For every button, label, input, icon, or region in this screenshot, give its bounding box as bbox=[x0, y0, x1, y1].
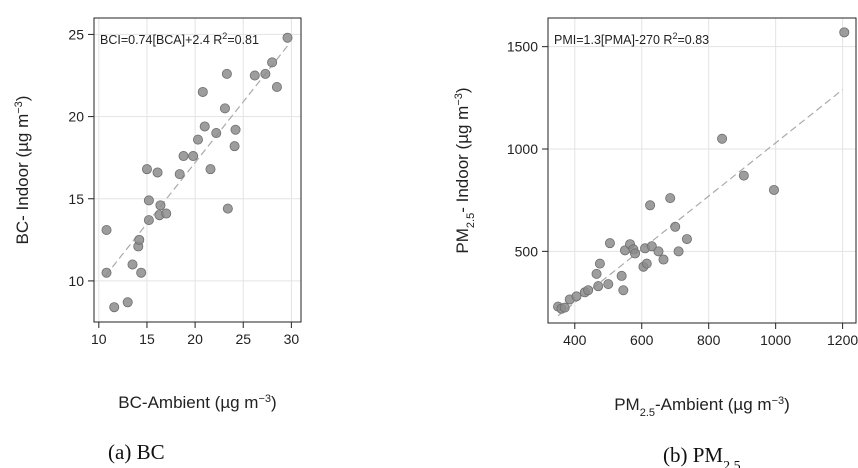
data-point bbox=[839, 27, 850, 38]
x-axis-label: PM2.5-Ambient (µg m−3) bbox=[614, 395, 790, 419]
data-point bbox=[593, 281, 604, 292]
data-point bbox=[229, 141, 240, 152]
x-tick-label: 800 bbox=[697, 332, 721, 348]
x-tick-label: 1000 bbox=[760, 332, 791, 348]
data-point bbox=[109, 302, 120, 313]
data-points bbox=[101, 32, 293, 313]
data-point bbox=[127, 259, 138, 270]
data-point bbox=[653, 246, 664, 257]
data-point bbox=[658, 254, 669, 265]
y-axis-label: BC- Indoor (µg m−3) bbox=[13, 96, 32, 245]
data-point bbox=[152, 167, 163, 178]
data-point bbox=[222, 203, 233, 214]
grid-lines bbox=[94, 18, 301, 322]
data-point bbox=[717, 133, 728, 144]
panel-b-pm25: 400 600 800 1000 1200 500 1000 1500 PMI=1.3[PMA]… bbox=[453, 17, 858, 468]
y-tick-label: 20 bbox=[68, 109, 84, 125]
data-point bbox=[681, 234, 692, 245]
data-point bbox=[143, 215, 154, 226]
x-tick-label: 30 bbox=[284, 331, 300, 347]
x-tick-label: 600 bbox=[630, 332, 654, 348]
y-tick-label: 1000 bbox=[507, 141, 538, 157]
data-point bbox=[155, 200, 166, 211]
data-point bbox=[665, 193, 676, 204]
data-point bbox=[591, 268, 602, 279]
panel-a-bc: 10 15 20 25 30 10 15 20 25 BCI=0.74[BCA]+2.4 R2=0… bbox=[13, 17, 302, 464]
data-point bbox=[594, 258, 605, 269]
data-point bbox=[260, 68, 271, 79]
data-point bbox=[249, 70, 260, 81]
data-point bbox=[122, 297, 133, 308]
data-point bbox=[188, 151, 199, 162]
grid-lines bbox=[548, 18, 856, 323]
data-point bbox=[616, 270, 627, 281]
data-point bbox=[571, 291, 582, 302]
data-point bbox=[161, 208, 172, 219]
data-point bbox=[211, 128, 222, 139]
data-point bbox=[670, 221, 681, 232]
data-point bbox=[143, 195, 154, 206]
data-point bbox=[271, 82, 282, 93]
data-point bbox=[267, 57, 278, 68]
data-point bbox=[136, 267, 147, 278]
plot-frame bbox=[93, 17, 302, 323]
data-point bbox=[673, 246, 684, 257]
data-point bbox=[221, 68, 232, 79]
data-point bbox=[618, 285, 629, 296]
x-tick-label: 20 bbox=[187, 331, 203, 347]
y-axis-label: PM2.5- Indoor (µg m−3) bbox=[453, 87, 477, 253]
data-point bbox=[768, 184, 779, 195]
data-point bbox=[645, 200, 656, 211]
data-point bbox=[178, 151, 189, 162]
plot-frame bbox=[547, 17, 857, 324]
data-point bbox=[141, 164, 152, 175]
data-point bbox=[738, 170, 749, 181]
regression-equation: BCI=0.74[BCA]+2.4 R2=0.81 bbox=[100, 31, 259, 47]
data-point bbox=[604, 238, 615, 249]
data-point bbox=[630, 248, 641, 259]
data-point bbox=[559, 302, 570, 313]
x-tick-label: 15 bbox=[139, 331, 155, 347]
data-point bbox=[199, 121, 210, 132]
data-point bbox=[641, 258, 652, 269]
x-tick-label: 10 bbox=[91, 331, 107, 347]
y-tick-label: 10 bbox=[68, 273, 84, 289]
data-point bbox=[603, 279, 614, 290]
x-tick-label: 400 bbox=[563, 332, 587, 348]
x-tick-label: 25 bbox=[235, 331, 251, 347]
data-points bbox=[553, 27, 850, 314]
panel-caption: (b) PM2.5 bbox=[663, 443, 741, 468]
x-axis-label: BC-Ambient (µg m−3) bbox=[118, 393, 276, 412]
regression-line bbox=[105, 45, 288, 277]
panel-caption: (a) BC bbox=[108, 440, 165, 464]
x-tick-label: 1200 bbox=[827, 332, 858, 348]
data-point bbox=[101, 224, 112, 235]
data-point bbox=[205, 164, 216, 175]
y-tick-label: 500 bbox=[515, 243, 539, 259]
y-tick-label: 15 bbox=[68, 191, 84, 207]
regression-equation: PMI=1.3[PMA]-270 R2=0.83 bbox=[554, 31, 709, 47]
data-point bbox=[197, 86, 208, 97]
data-point bbox=[646, 241, 657, 252]
data-point bbox=[134, 234, 145, 245]
data-point bbox=[219, 103, 230, 114]
y-tick-label: 1500 bbox=[507, 39, 538, 55]
data-point bbox=[174, 169, 185, 180]
data-point bbox=[192, 134, 203, 145]
regression-line bbox=[557, 89, 843, 317]
y-tick-label: 25 bbox=[68, 26, 84, 42]
data-point bbox=[583, 285, 594, 296]
data-point bbox=[101, 267, 112, 278]
data-point bbox=[282, 32, 293, 43]
data-point bbox=[230, 124, 241, 135]
